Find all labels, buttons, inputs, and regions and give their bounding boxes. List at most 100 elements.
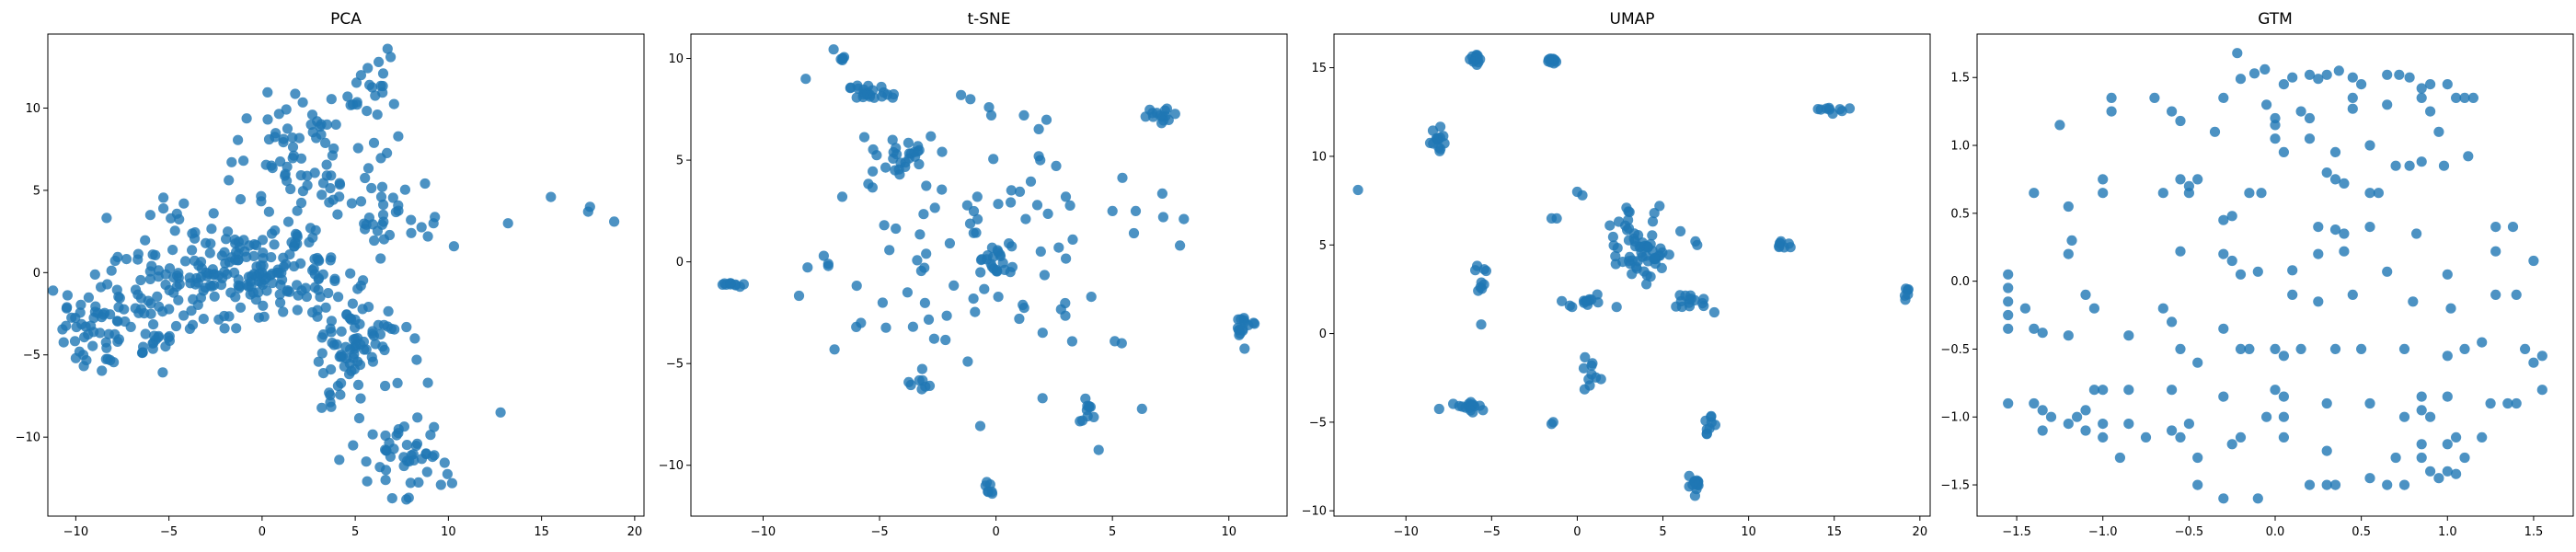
- scatter-point: [1128, 227, 1140, 239]
- scatter-point: [956, 89, 967, 100]
- scatter-point: [1147, 111, 1159, 122]
- scatter-point: [2390, 160, 2401, 171]
- scatter-point: [362, 163, 374, 174]
- scatter-point: [1775, 237, 1786, 248]
- scatter-point: [384, 437, 395, 448]
- scatter-point: [316, 402, 328, 413]
- scatter-point: [430, 212, 441, 223]
- scatter-point: [1433, 403, 1444, 415]
- scatter-point: [802, 262, 813, 273]
- scatter-point: [399, 184, 410, 195]
- scatter-point: [2278, 351, 2289, 362]
- scatter-point: [97, 365, 108, 376]
- scatter-point: [171, 208, 182, 219]
- scatter-point: [292, 205, 303, 216]
- scatter-point: [2459, 343, 2470, 354]
- y-tick-label: 0: [33, 267, 40, 281]
- scatter-point: [201, 237, 212, 248]
- scatter-point: [968, 293, 979, 305]
- scatter-point: [327, 150, 338, 161]
- scatter-point: [158, 192, 169, 203]
- scatter-point: [229, 234, 240, 246]
- scatter-point: [2404, 160, 2415, 171]
- scatter-point: [76, 318, 87, 329]
- scatter-point: [877, 297, 889, 308]
- scatter-point: [316, 190, 328, 201]
- x-tick-label: −10: [63, 525, 88, 539]
- scatter-point: [246, 281, 257, 292]
- scatter-point: [290, 88, 301, 99]
- scatter-point: [903, 137, 914, 148]
- scatter-point: [1692, 239, 1703, 250]
- scatter-point: [62, 290, 73, 301]
- scatter-point: [378, 199, 389, 211]
- scatter-point: [907, 321, 919, 332]
- scatter-point: [965, 94, 976, 105]
- scatter-point: [1233, 314, 1244, 325]
- scatter-point: [106, 265, 117, 276]
- scatter-point: [2063, 330, 2074, 341]
- scatter-point: [609, 216, 620, 227]
- x-tick-label: 0: [992, 525, 999, 539]
- scatter-point: [937, 146, 948, 157]
- scatter-point: [382, 321, 393, 332]
- scatter-point: [2192, 357, 2203, 368]
- scatter-point: [153, 332, 164, 343]
- scatter-point: [914, 158, 925, 170]
- scatter-point: [502, 218, 513, 229]
- x-tick-label: 5: [1659, 525, 1666, 539]
- scatter-point: [208, 208, 219, 219]
- scatter-point: [352, 379, 364, 390]
- scatter-point: [2270, 120, 2281, 131]
- scatter-point: [112, 316, 123, 327]
- scatter-point: [1025, 176, 1037, 187]
- scatter-point: [2244, 188, 2255, 199]
- scatter-point: [256, 190, 267, 201]
- scatter-point: [367, 219, 378, 230]
- scatter-point: [2019, 303, 2030, 314]
- scatter-point: [316, 348, 328, 359]
- scatter-point: [2287, 265, 2298, 276]
- scatter-point: [409, 333, 420, 344]
- scatter-point: [2528, 255, 2539, 267]
- scatter-point: [2278, 411, 2289, 422]
- scatter-point: [280, 168, 291, 179]
- scatter-point: [386, 493, 397, 504]
- scatter-point: [2192, 479, 2203, 490]
- y-tick-label: −5: [23, 349, 40, 362]
- scatter-point: [2373, 188, 2384, 199]
- scatter-point: [940, 334, 951, 346]
- scatter-point: [1086, 292, 1097, 303]
- scatter-point: [285, 183, 296, 195]
- scatter-point: [207, 264, 218, 275]
- y-tick-label: 1.5: [1950, 72, 1970, 86]
- scatter-point: [315, 292, 326, 303]
- scatter-point: [368, 137, 380, 148]
- scatter-point: [856, 317, 867, 328]
- scatter-point: [154, 301, 165, 312]
- scatter-point: [326, 401, 337, 412]
- scatter-point: [190, 227, 201, 238]
- scatter-point: [944, 237, 955, 249]
- y-tick-label: 5: [1319, 239, 1327, 253]
- scatter-point: [320, 302, 331, 313]
- scatter-point: [858, 132, 870, 143]
- scatter-point: [2416, 83, 2427, 94]
- scatter-point: [401, 440, 412, 451]
- scatter-point: [2394, 69, 2405, 80]
- scatter-point: [342, 91, 353, 102]
- scatter-point: [380, 380, 391, 392]
- scatter-point: [2226, 211, 2237, 222]
- scatter-point: [2442, 439, 2453, 450]
- scatter-point: [2438, 160, 2450, 171]
- scatter-point: [112, 251, 123, 262]
- scatter-point: [1480, 265, 1491, 277]
- scatter-points-tsne: [717, 44, 1260, 500]
- scatter-point: [204, 247, 215, 259]
- scatter-point: [914, 229, 926, 240]
- scatter-point: [871, 150, 882, 161]
- scatter-point: [1075, 416, 1086, 427]
- scatter-point: [235, 194, 247, 205]
- scatter-point: [888, 153, 899, 164]
- scatter-point: [2175, 174, 2186, 185]
